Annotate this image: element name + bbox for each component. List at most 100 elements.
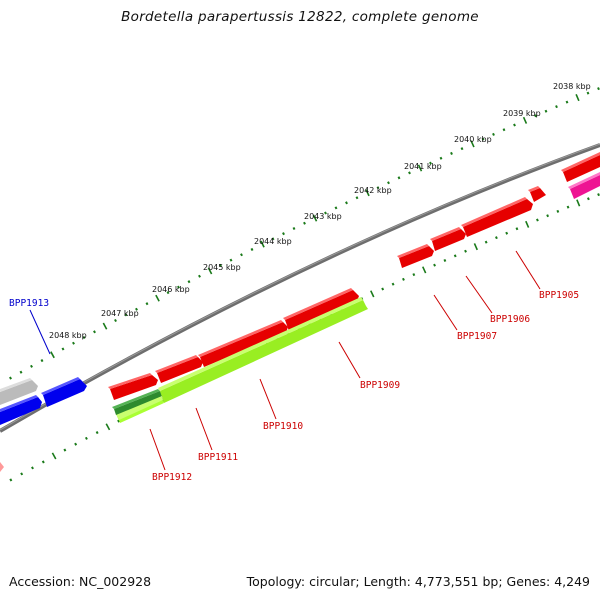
gene-arrow[interactable] [0, 395, 38, 412]
gene-arrow[interactable] [158, 297, 363, 391]
leader-line [515, 250, 541, 290]
scale-minor-tick [546, 214, 550, 218]
scale-minor-tick [20, 472, 24, 476]
gene-arrow[interactable] [463, 199, 533, 237]
scale-minor-tick [30, 364, 33, 368]
scale-minor-tick [345, 201, 348, 205]
scale-label: 2045 kbp [203, 263, 241, 272]
gene-arrow[interactable] [41, 377, 80, 395]
scale-minor-tick [250, 247, 254, 251]
gene-label-bpp1913[interactable]: BPP1913 [9, 298, 49, 309]
gene-arrow[interactable] [283, 288, 353, 320]
scale-minor-tick [40, 359, 44, 363]
scale-major-tick [522, 116, 528, 124]
scale-label: 2041 kbp [404, 162, 442, 171]
scale-label: 2046 kbp [152, 285, 190, 294]
scale-minor-tick [177, 285, 180, 289]
scale-minor-tick [439, 156, 443, 160]
leader-line [433, 294, 458, 331]
genome-backbone-highlight [0, 143, 600, 431]
scale-minor-tick [513, 123, 516, 127]
outer-scale-track [9, 87, 600, 380]
scale-minor-tick [495, 236, 498, 240]
gene-label-leaders [29, 250, 541, 471]
gene-arrow[interactable] [399, 246, 434, 268]
scale-minor-tick [453, 254, 457, 258]
gene-arrow[interactable] [432, 229, 466, 251]
genome-backbone [0, 143, 600, 433]
gene-labels: BPP1905 BPP1906 BPP1907 BPP1909 BPP1910 … [9, 290, 579, 483]
scale-label: 2042 kbp [354, 186, 392, 195]
gene-arrow[interactable] [0, 380, 38, 405]
scale-minor-tick [534, 114, 537, 118]
gene-arrow[interactable] [157, 357, 203, 383]
gene-arrow[interactable] [155, 355, 198, 373]
scale-major-tick [365, 189, 370, 197]
gene-arrow[interactable] [114, 391, 162, 415]
scale-minor-tick [61, 347, 65, 351]
scale-label: 2040 kbp [454, 135, 492, 144]
gene-arrow[interactable] [570, 175, 600, 199]
gene-arrow[interactable] [568, 172, 600, 189]
scale-major-tick [260, 240, 265, 248]
genome-summary-text: Topology: circular; Length: 4,773,551 bp… [246, 574, 590, 589]
scale-minor-tick [114, 318, 117, 323]
gene-label-bpp1911[interactable]: BPP1911 [198, 452, 238, 463]
scale-major-tick [51, 452, 57, 460]
gene-arrow[interactable] [285, 290, 359, 331]
gene-arrow[interactable] [530, 188, 546, 202]
gene-label-bpp1910[interactable]: BPP1910 [263, 421, 303, 432]
gene-arrow[interactable] [563, 155, 600, 182]
scale-minor-tick [408, 171, 411, 175]
gene-arrow[interactable] [528, 186, 540, 192]
gene-arrow[interactable] [0, 378, 32, 392]
gene-arrow[interactable] [430, 227, 461, 241]
gene-label-bpp1912[interactable]: BPP1912 [152, 472, 192, 483]
scale-minor-tick [397, 176, 401, 180]
gene-label-bpp1905[interactable]: BPP1905 [539, 290, 579, 301]
scale-major-tick [470, 140, 475, 148]
scale-minor-tick [117, 419, 121, 423]
gene-label-bpp1907[interactable]: BPP1907 [457, 331, 497, 342]
gene-label-bpp1909[interactable]: BPP1909 [360, 380, 400, 391]
reverse-strand-genes [112, 297, 368, 423]
scale-major-tick [417, 164, 423, 172]
gene-arrow[interactable] [198, 320, 283, 357]
scale-minor-tick [492, 132, 495, 136]
scale-minor-tick [597, 87, 600, 91]
scale-minor-tick [303, 221, 306, 225]
gene-arrow[interactable] [160, 300, 368, 403]
gene-arrow[interactable] [108, 373, 152, 389]
scale-minor-tick [597, 193, 600, 197]
gene-label-bpp1906[interactable]: BPP1906 [490, 314, 530, 325]
scale-major-tick [155, 294, 160, 302]
scale-minor-tick [481, 137, 485, 141]
gene-arrow[interactable] [0, 462, 4, 472]
scale-minor-tick [124, 313, 128, 317]
scale-minor-tick [324, 211, 327, 215]
gene-arrow[interactable] [561, 152, 600, 172]
scale-major-tick [102, 322, 108, 330]
scale-major-tick [370, 290, 375, 298]
gene-arrow[interactable] [112, 389, 160, 409]
gene-arrow[interactable] [0, 397, 42, 425]
gene-arrow[interactable] [200, 322, 288, 367]
scale-minor-tick [586, 91, 590, 95]
gene-arrow[interactable] [110, 375, 158, 400]
scale-label: 2039 kbp [503, 109, 541, 118]
scale-minor-tick [460, 147, 464, 151]
scale-minor-tick [391, 282, 395, 286]
scale-minor-tick [502, 128, 506, 132]
gene-arrow[interactable] [43, 379, 87, 407]
gene-arrow[interactable] [461, 197, 527, 227]
scale-minor-tick [555, 105, 558, 109]
scale-major-tick [422, 266, 427, 274]
scale-label: 2044 kbp [254, 237, 292, 246]
scale-minor-tick [376, 186, 380, 190]
scale-major-tick [575, 94, 580, 102]
scale-minor-tick [9, 376, 12, 380]
scale-minor-tick [443, 258, 447, 262]
gene-arrow[interactable] [397, 244, 429, 258]
gene-arrow[interactable] [116, 394, 163, 420]
